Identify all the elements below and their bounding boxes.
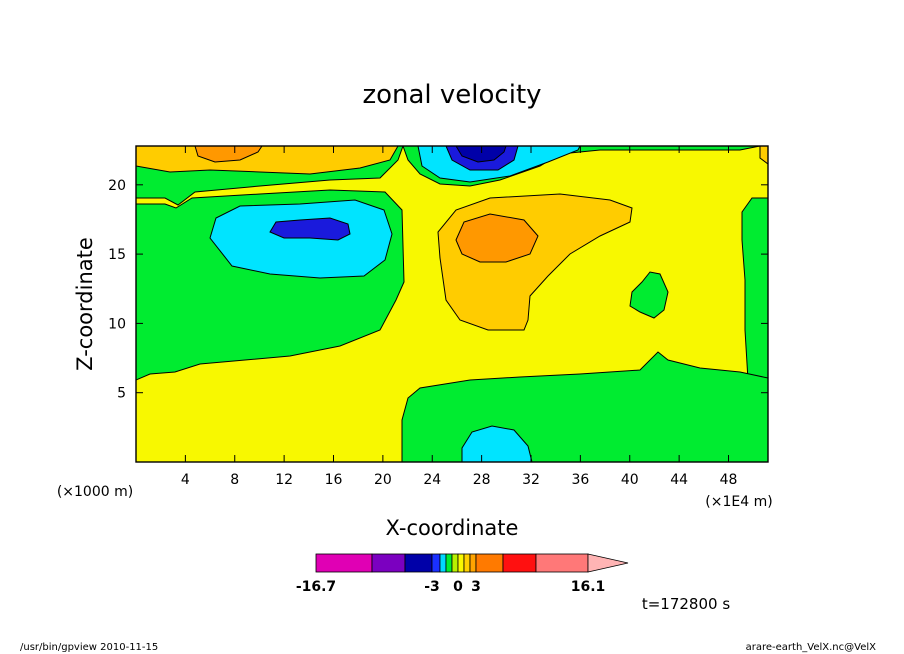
x-tick-label: 12 [275,472,293,488]
contour-darkorange-center [455,213,539,263]
colorbar-tick-label: 0 [453,579,463,595]
y-tick-label: 15 [108,247,126,263]
colorbar-tick-label: -16.7 [296,579,336,595]
plot-frame [135,145,769,463]
contour-field [136,146,768,462]
colorbar-tick-label: 3 [471,579,481,595]
contour-green-island [629,271,669,319]
x-axis-ticks: 4 8 12 16 20 24 28 32 36 40 44 48 [181,146,738,488]
contour-cyan-left [209,199,393,279]
contour-green-right [741,197,768,381]
x-tick-label: 36 [571,472,589,488]
colorbar-segment [451,553,459,573]
colorbar-segment [463,553,471,573]
x-axis-label: X-coordinate [386,516,519,540]
y-tick-label: 5 [117,386,126,402]
colorbar-segment [445,553,453,573]
colorbar-segment [315,553,373,573]
chart-title: zonal velocity [362,80,541,110]
time-label: t=172800 s [642,595,730,613]
colorbar-tick-label: 16.1 [571,579,606,595]
x-tick-label: 40 [621,472,639,488]
contour-blue-left [269,217,351,241]
colorbar-tick-label: -3 [424,579,440,595]
y-axis-label: Z-coordinate [73,237,97,371]
contour-navy-top [455,146,507,163]
x-tick-label: 24 [423,472,441,488]
colorbar-segment [457,553,465,573]
colorbar-segment [535,553,589,573]
x-tick-label: 44 [670,472,688,488]
colorbar [315,553,629,573]
colorbar-arrow [587,553,629,573]
colorbar-segment [431,553,441,573]
x-unit-left: (×1000 m) [57,484,133,500]
colorbar-ticks: -16.7 -3 0 3 16.1 [296,579,605,595]
x-tick-label: 4 [181,472,190,488]
y-tick-label: 20 [108,178,126,194]
colorbar-segment [502,553,537,573]
footer-right: arare-earth_VelX.nc@VelX [746,642,877,653]
x-tick-label: 28 [473,472,491,488]
x-tick-label: 16 [325,472,343,488]
contour-orange-topright [759,146,768,165]
y-axis-ticks: 5 10 15 20 [108,178,768,402]
x-tick-label: 48 [720,472,738,488]
x-tick-label: 32 [522,472,540,488]
colorbar-segment [475,553,504,573]
colorbar-segment [404,553,433,573]
footer-left: /usr/bin/gpview 2010-11-15 [20,642,158,653]
colorbar-segment [469,553,477,573]
x-unit-right: (×1E4 m) [705,494,772,510]
y-tick-label: 10 [108,316,126,332]
x-tick-label: 8 [230,472,239,488]
colorbar-segment [371,553,406,573]
contour-darkorange-topleft [194,146,263,163]
x-tick-label: 20 [374,472,392,488]
colorbar-segment [439,553,447,573]
